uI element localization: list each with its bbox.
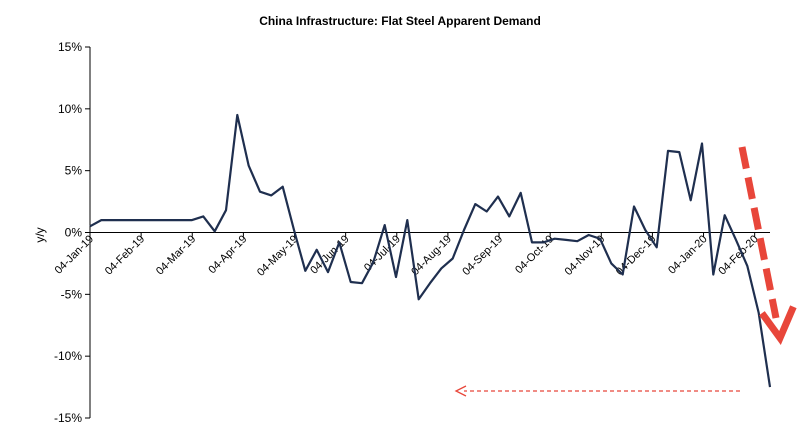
- down-arrow-head-icon: [759, 305, 797, 346]
- series-line: [89, 113, 772, 388]
- y-tick-label: -5%: [61, 287, 83, 301]
- down-arrow-shaft: [738, 146, 780, 319]
- chart-title: China Infrastructure: Flat Steel Apparen…: [259, 14, 541, 28]
- annotations: [454, 146, 797, 397]
- x-tick-label: 04-Feb-19: [103, 233, 147, 277]
- x-tick-label: 04-May-19: [255, 233, 301, 279]
- y-tick-label: 15%: [58, 40, 82, 54]
- y-tick-label: -15%: [54, 411, 82, 425]
- y-tick-label: 5%: [65, 164, 83, 178]
- x-tick-label: 04-Aug-19: [409, 233, 454, 278]
- x-tick-label: 04-Feb-20: [716, 233, 760, 277]
- y-tick-label: 10%: [58, 102, 82, 116]
- x-tick-label: 04-Sep-19: [460, 233, 505, 278]
- left-arrow-head-icon: [454, 385, 467, 397]
- x-tick-label: 04-Jan-20: [666, 233, 710, 277]
- y-tick-label: 0%: [65, 226, 83, 240]
- x-axis: 04-Jan-19 04-Feb-19 04-Mar-19 04-Apr-19 04-M…: [53, 232, 770, 279]
- y-tick-label: -10%: [54, 349, 82, 363]
- y-axis-label: y/y: [33, 227, 47, 242]
- y-axis: 15% 10% 5% 0% -5% -10% -15%: [54, 40, 91, 425]
- x-tick-label: 04-Mar-19: [154, 233, 198, 277]
- x-tick-label: 04-Apr-19: [206, 233, 249, 276]
